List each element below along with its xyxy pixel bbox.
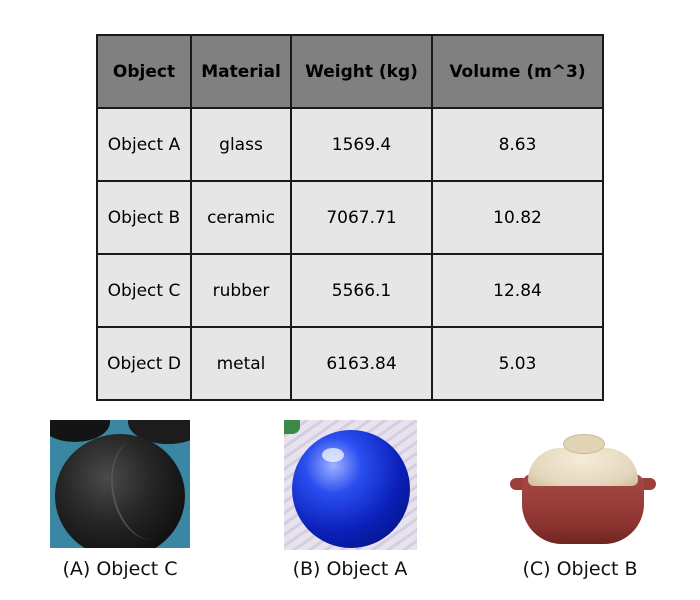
cell-material: rubber	[190, 253, 292, 328]
header-material: Material	[190, 34, 292, 109]
cell-volume: 8.63	[431, 107, 604, 182]
table-row: Object D metal 6163.84 5.03	[96, 326, 604, 401]
cell-weight: 5566.1	[290, 253, 433, 328]
object-data-table: Object Material Weight (kg) Volume (m^3)…	[96, 34, 604, 401]
pot-lid	[528, 448, 638, 486]
rubber-ball-shape	[50, 420, 110, 442]
table-row: Object C rubber 5566.1 12.84	[96, 253, 604, 328]
table-header-row: Object Material Weight (kg) Volume (m^3)	[96, 34, 604, 109]
glass-sphere-shape	[292, 430, 410, 548]
table-row: Object A glass 1569.4 8.63	[96, 107, 604, 182]
cell-object: Object A	[96, 107, 192, 182]
caption-b: (B) Object A	[292, 558, 408, 580]
rubber-ball-shape	[55, 434, 185, 548]
cell-material: ceramic	[190, 180, 292, 255]
table-row: Object B ceramic 7067.71 10.82	[96, 180, 604, 255]
sphere-highlight	[322, 448, 344, 462]
cell-object: Object B	[96, 180, 192, 255]
cell-weight: 7067.71	[290, 180, 433, 255]
header-object: Object	[96, 34, 192, 109]
cell-weight: 6163.84	[290, 326, 433, 401]
header-volume: Volume (m^3)	[431, 34, 604, 109]
cell-volume: 12.84	[431, 253, 604, 328]
caption-a: (A) Object C	[62, 558, 178, 580]
cell-material: metal	[190, 326, 292, 401]
background-leaf	[284, 420, 300, 434]
lid-knob	[563, 434, 605, 454]
caption-c: (C) Object B	[522, 558, 638, 580]
cell-object: Object D	[96, 326, 192, 401]
rubber-balls-photo	[50, 420, 190, 548]
glass-sphere-photo	[284, 420, 417, 550]
cell-object: Object C	[96, 253, 192, 328]
cell-weight: 1569.4	[290, 107, 433, 182]
header-weight: Weight (kg)	[290, 34, 433, 109]
cell-material: glass	[190, 107, 292, 182]
ceramic-pot-photo	[508, 430, 658, 548]
cell-volume: 5.03	[431, 326, 604, 401]
cell-volume: 10.82	[431, 180, 604, 255]
